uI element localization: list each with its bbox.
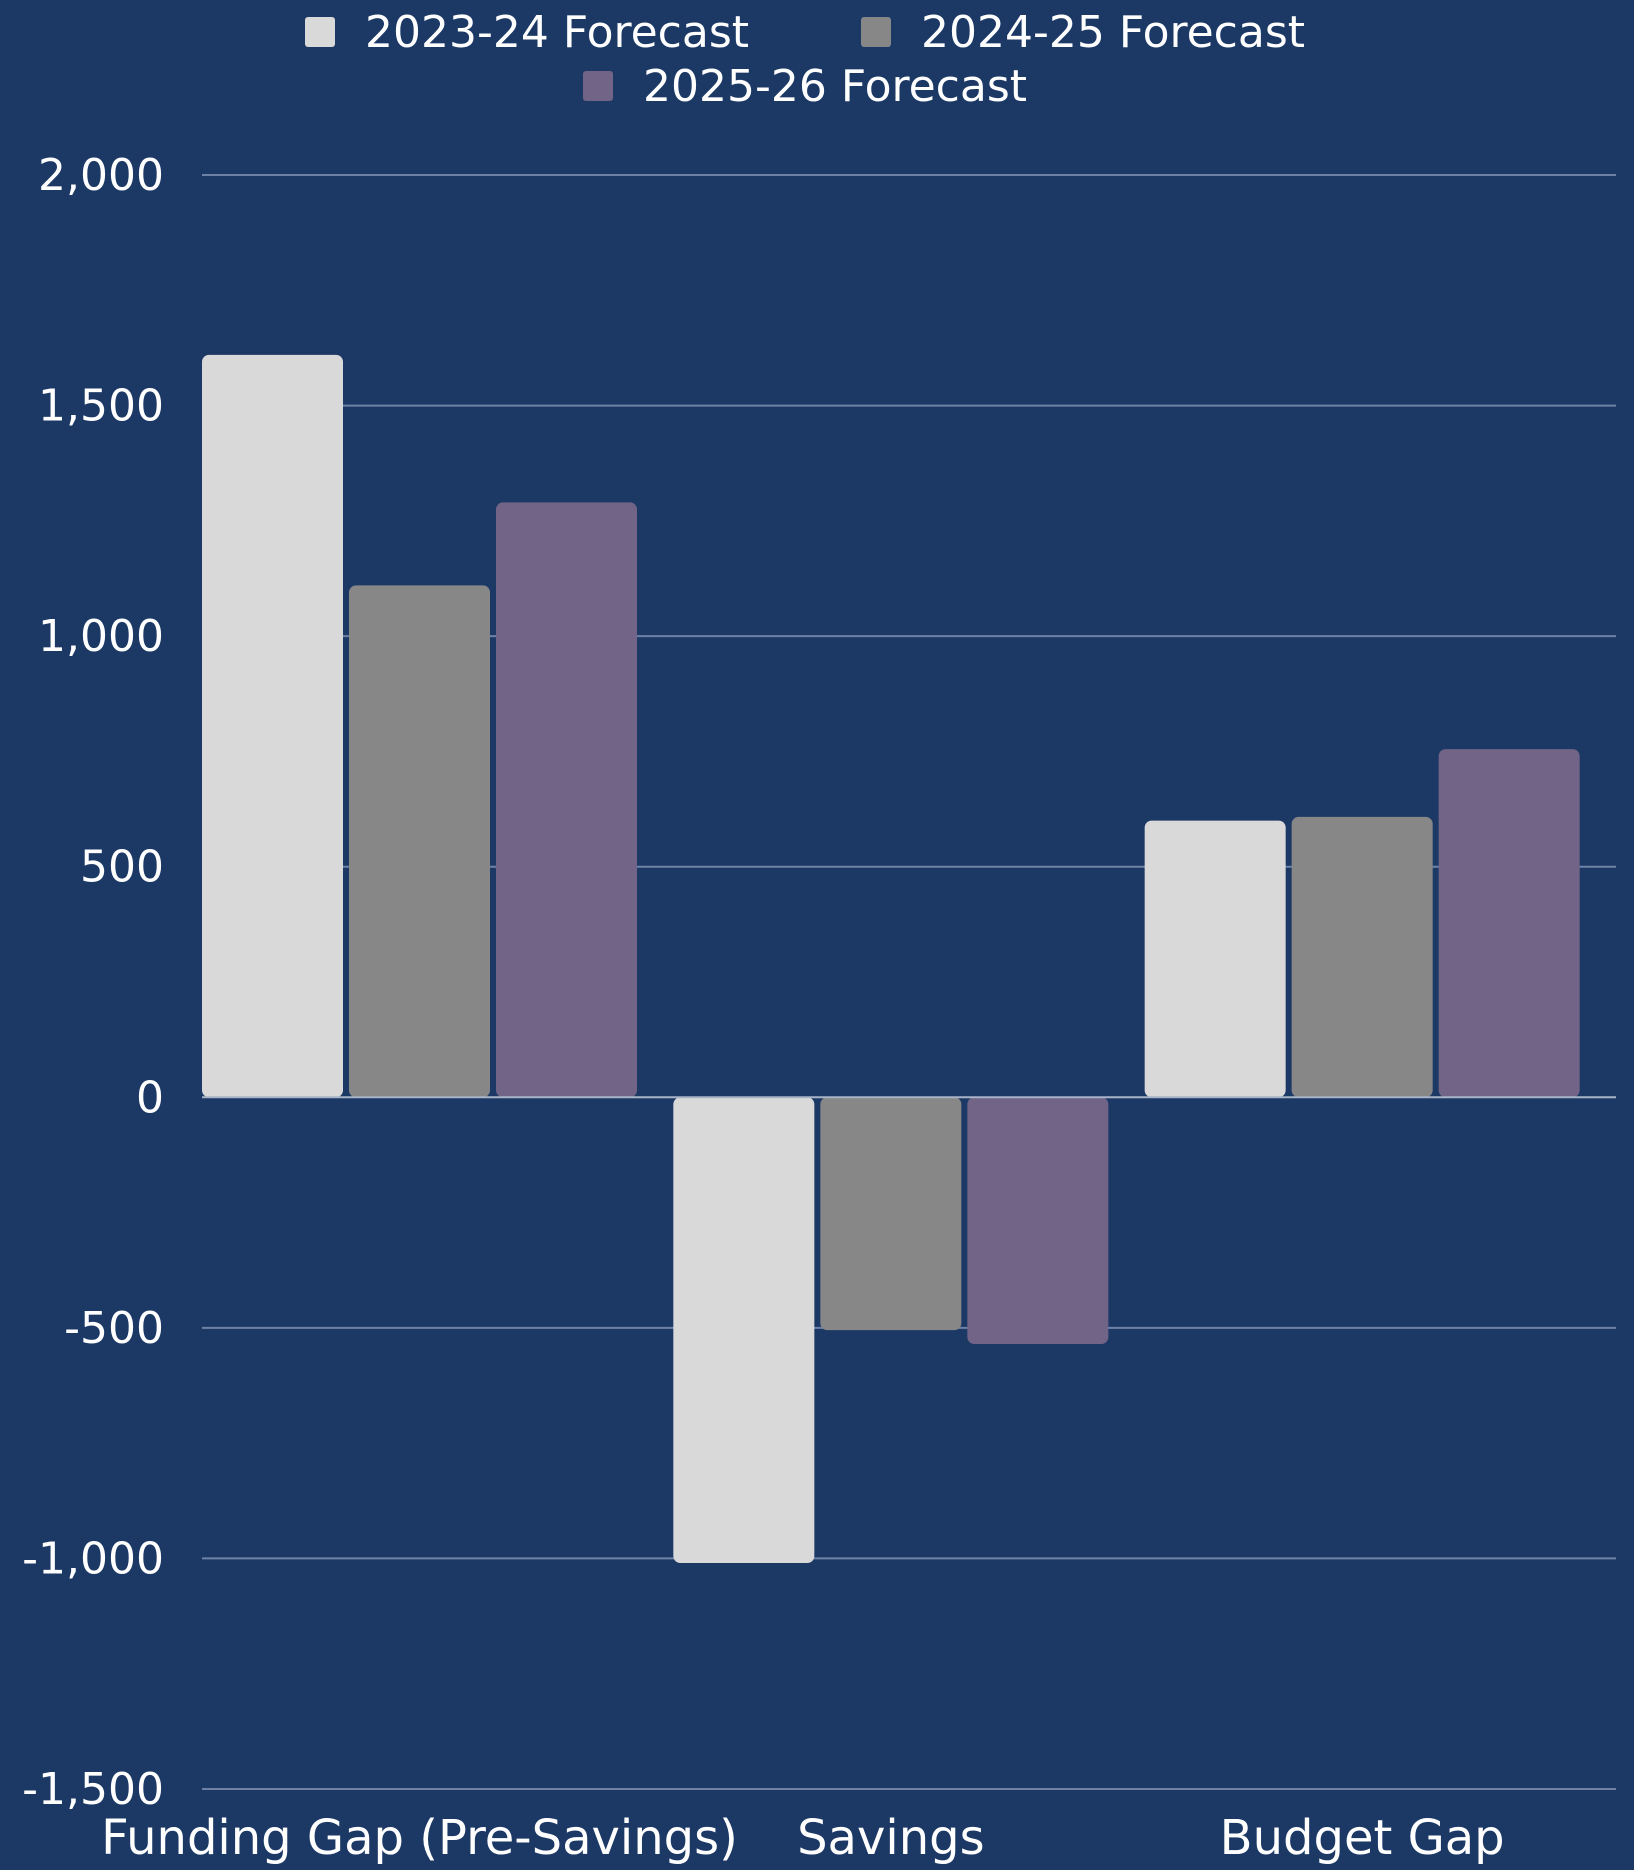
legend-label: 2023-24 Forecast [365, 7, 749, 58]
bar-3-3 [1438, 749, 1580, 1098]
y-tick-label: 2,000 [38, 150, 164, 201]
y-tick-label: -500 [64, 1303, 164, 1354]
legend-swatch [305, 17, 335, 47]
legend-swatch [861, 17, 891, 47]
x-category-label: Savings [797, 1810, 985, 1866]
y-tick-label: 1,500 [38, 381, 164, 432]
x-axis-categories: Funding Gap (Pre-Savings) Savings Budget G… [101, 1810, 1505, 1866]
y-tick-label: -1,000 [22, 1533, 164, 1584]
legend-label: 2025-26 Forecast [643, 61, 1027, 112]
y-axis-ticks: -1,500 -1,000 -500 0 500 1,000 1,500 2,000 [22, 150, 164, 1815]
y-tick-label: -1,500 [22, 1764, 164, 1815]
bars [202, 354, 1580, 1564]
legend-swatch [583, 71, 613, 101]
x-category-label: Funding Gap (Pre-Savings) [101, 1810, 738, 1866]
bar-1-2 [673, 1097, 815, 1564]
bar-1-1 [202, 354, 343, 1098]
bar-3-2 [967, 1097, 1109, 1344]
bar-3-1 [496, 502, 637, 1098]
bar-2-3 [1291, 816, 1433, 1098]
y-tick-label: 0 [136, 1072, 164, 1123]
legend-label: 2024-25 Forecast [921, 7, 1305, 58]
y-tick-label: 1,000 [38, 611, 164, 662]
y-tick-label: 500 [80, 842, 164, 893]
bar-2-1 [349, 585, 490, 1098]
legend: 2023-24 Forecast 2024-25 Forecast2025-26 … [305, 7, 1305, 112]
x-category-label: Budget Gap [1220, 1810, 1505, 1866]
bar-2-2 [820, 1097, 962, 1331]
bar-1-3 [1144, 820, 1286, 1098]
